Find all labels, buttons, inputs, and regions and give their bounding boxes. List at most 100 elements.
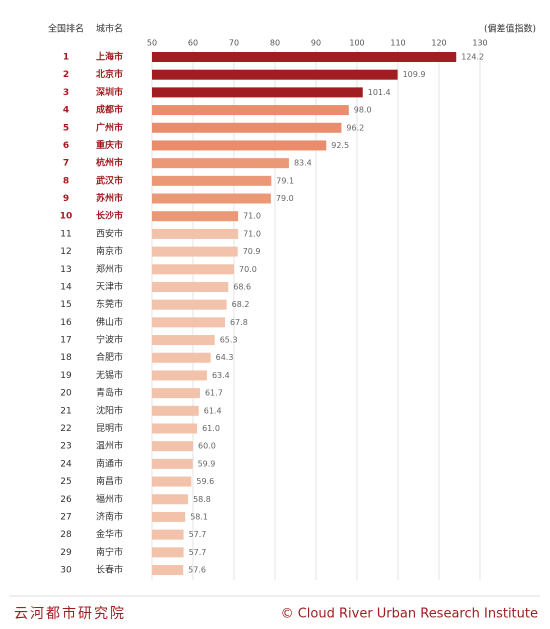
bar — [152, 193, 271, 204]
city-label: 天津市 — [96, 280, 123, 292]
x-tick-label: 50 — [147, 39, 157, 48]
value-label: 70.0 — [239, 265, 257, 274]
city-label: 合肥市 — [96, 351, 123, 363]
value-label: 67.8 — [230, 318, 248, 327]
bar — [152, 228, 239, 239]
city-label: 昆明市 — [96, 422, 123, 434]
value-label: 71.0 — [243, 212, 261, 221]
bar — [152, 317, 225, 328]
city-label: 长沙市 — [96, 210, 123, 222]
x-tick-label: 110 — [390, 39, 405, 48]
city-label: 南京市 — [96, 245, 123, 257]
city-label: 南宁市 — [96, 546, 123, 558]
rank-label: 16 — [60, 318, 72, 328]
unit-label: (偏差值指数) — [484, 23, 536, 35]
city-label: 深圳市 — [96, 86, 123, 98]
rank-label: 4 — [63, 106, 69, 116]
bar — [152, 52, 457, 62]
rank-label: 30 — [60, 566, 72, 576]
city-label: 南通市 — [96, 457, 123, 469]
city-label: 上海市 — [96, 51, 123, 63]
value-label: 68.6 — [233, 282, 251, 291]
city-label: 南昌市 — [96, 475, 123, 487]
bar — [152, 105, 349, 116]
bar — [152, 264, 234, 275]
bar — [152, 352, 211, 363]
bar — [152, 370, 207, 381]
footer-left: 云河都市研究院 — [14, 605, 126, 622]
value-label: 109.9 — [403, 70, 426, 79]
bar — [152, 281, 229, 292]
rank-label: 10 — [60, 212, 73, 222]
rank-label: 26 — [60, 495, 72, 505]
value-label: 70.9 — [243, 247, 261, 256]
city-label: 郑州市 — [96, 263, 123, 275]
rank-label: 27 — [60, 512, 71, 522]
city-label: 广州市 — [96, 121, 123, 133]
rank-label: 23 — [60, 442, 71, 452]
city-label: 宁波市 — [96, 334, 123, 346]
bar — [152, 175, 272, 186]
bar — [152, 494, 189, 505]
bar — [152, 140, 327, 151]
city-label: 西安市 — [96, 227, 123, 239]
value-label: 71.0 — [243, 229, 261, 238]
city-label: 武汉市 — [96, 174, 123, 186]
value-label: 61.4 — [204, 406, 222, 415]
city-label: 金华市 — [96, 528, 123, 540]
rank-label: 11 — [60, 229, 71, 239]
city-label: 佛山市 — [96, 316, 123, 328]
rank-label: 13 — [60, 265, 71, 275]
rank-label: 12 — [60, 247, 71, 257]
value-label: 124.2 — [461, 53, 484, 62]
x-tick-label: 80 — [270, 39, 280, 48]
city-label: 重庆市 — [96, 139, 123, 151]
value-label: 65.3 — [220, 336, 238, 345]
value-label: 98.0 — [354, 106, 372, 115]
x-tick-label: 60 — [188, 39, 198, 48]
bar — [152, 335, 215, 346]
bar — [152, 511, 186, 522]
city-label: 杭州市 — [96, 157, 123, 169]
bar — [152, 211, 239, 222]
rank-header: 全国排名 — [48, 23, 84, 35]
value-label: 79.0 — [276, 194, 294, 203]
bar — [152, 529, 184, 540]
value-label: 57.7 — [189, 530, 207, 539]
bar — [152, 423, 198, 434]
bar — [152, 122, 342, 133]
city-label: 成都市 — [96, 104, 123, 116]
city-label: 苏州市 — [96, 192, 123, 204]
rank-label: 9 — [63, 194, 69, 204]
value-label: 63.4 — [212, 371, 230, 380]
city-label: 福州市 — [96, 493, 123, 505]
bar — [152, 299, 227, 310]
city-header: 城市名 — [96, 23, 123, 35]
footer-right: © Cloud River Urban Research Institute — [281, 607, 538, 622]
bar — [152, 87, 363, 98]
rank-label: 24 — [60, 459, 72, 469]
value-label: 60.0 — [198, 442, 216, 451]
value-label: 59.6 — [196, 477, 214, 486]
value-label: 92.5 — [331, 141, 349, 150]
x-tick-label: 70 — [229, 39, 239, 48]
rank-label: 17 — [60, 336, 71, 346]
city-label: 济南市 — [96, 510, 123, 522]
rank-label: 3 — [63, 88, 69, 98]
city-label: 青岛市 — [96, 387, 123, 399]
x-tick-label: 130 — [472, 39, 487, 48]
bar — [152, 158, 289, 169]
value-label: 64.3 — [216, 353, 234, 362]
bar — [152, 246, 238, 257]
x-tick-label: 90 — [311, 39, 321, 48]
rank-label: 19 — [60, 371, 72, 381]
value-label: 57.7 — [189, 548, 207, 557]
city-label: 东莞市 — [96, 298, 123, 310]
rank-label: 18 — [60, 353, 72, 363]
value-label: 61.0 — [202, 424, 220, 433]
rank-label: 7 — [63, 159, 69, 169]
value-label: 101.4 — [368, 88, 391, 97]
bar — [152, 458, 193, 469]
rank-label: 1 — [63, 53, 69, 63]
